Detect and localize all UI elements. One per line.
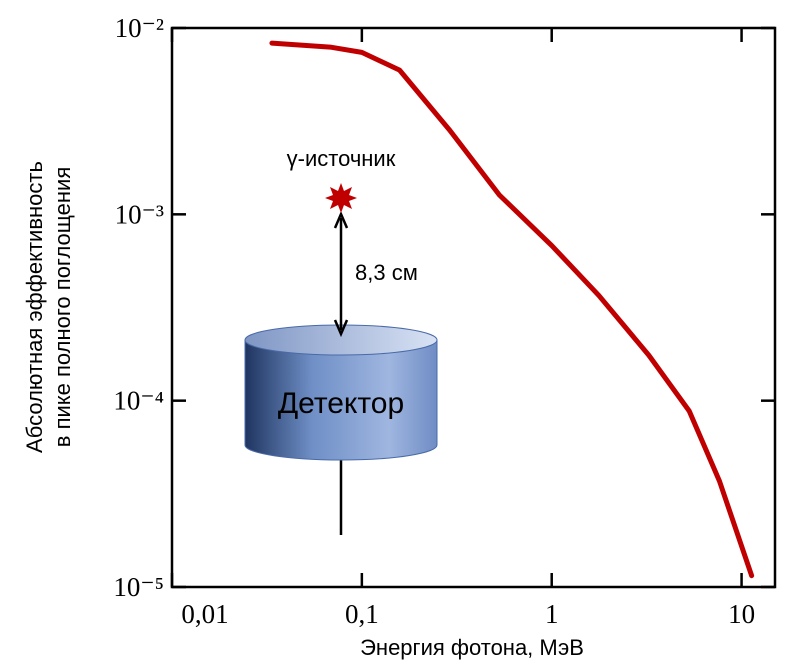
plot-frame: [172, 28, 775, 587]
y-tick-label: 10⁻⁵: [113, 572, 164, 602]
x-tick-label: 0,01: [181, 599, 228, 629]
source-star: [325, 183, 357, 213]
distance-label: 8,3 см: [355, 260, 418, 285]
chart: γ-источник 8,3 см Детектор Энергия фотон…: [0, 0, 793, 665]
detector-label: Детектор: [278, 387, 404, 420]
y-axis-label: в пике полного поглощения: [50, 167, 75, 447]
detector-diagram: γ-источник 8,3 см Детектор: [245, 146, 437, 535]
x-axis-label: Энергия фотона, МэВ: [360, 635, 584, 660]
x-tick-label: 0,1: [345, 599, 379, 629]
x-tick-label: 1: [545, 599, 559, 629]
y-tick-label: 10⁻³: [115, 199, 164, 229]
y-axis-label: Абсолютная эффективность: [22, 161, 47, 453]
data-line: [272, 43, 752, 576]
x-tick-label: 10: [728, 599, 755, 629]
source-label: γ-источник: [287, 146, 396, 171]
y-tick-label: 10⁻⁴: [113, 386, 164, 416]
y-tick-label: 10⁻²: [115, 13, 164, 43]
